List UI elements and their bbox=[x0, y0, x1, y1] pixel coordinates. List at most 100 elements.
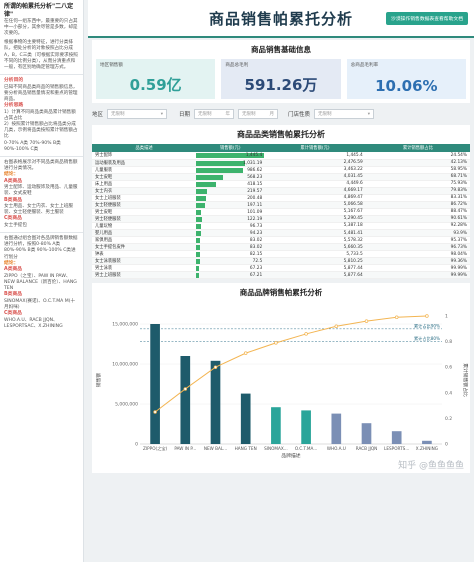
cumulative-cell: 2,476.59 bbox=[264, 159, 366, 167]
sales-value: 82.15 bbox=[249, 252, 263, 258]
sales-bar bbox=[150, 324, 160, 445]
cumulative-point bbox=[243, 351, 248, 356]
conclusion-label-2: 结论： bbox=[4, 260, 19, 266]
date-to-select[interactable]: 无限制 月 bbox=[238, 109, 279, 119]
sales-bar bbox=[196, 259, 200, 265]
sales-value: 418.15 bbox=[247, 181, 263, 187]
pareto-chart: 0 5,000,000 10,000,000 15,000,000 0 0.2 0.4 0.6… bbox=[95, 314, 469, 472]
kpi-card-profit: 商品总毛利 591.26万 bbox=[221, 59, 341, 99]
help-button[interactable]: 沙漠操作销售数据表查看帮助文档 bbox=[386, 12, 468, 25]
a-class-label: A类商品 bbox=[4, 178, 23, 184]
category-cell: 儿童服装 bbox=[92, 166, 197, 174]
table-row[interactable]: 运动服装及用品 1,031.19 2,476.59 42.13% bbox=[92, 159, 470, 167]
table-row[interactable]: 儿童服装 986.62 3,463.22 58.95% bbox=[92, 166, 470, 174]
region-filter-value: 无限制 bbox=[111, 112, 125, 117]
table-row[interactable]: 男士上班服装 67.21 5,877.64 99.99% bbox=[92, 271, 470, 280]
cumulative-pct-cell: 90.61% bbox=[365, 215, 470, 223]
sales-value: 1,445.4 bbox=[245, 153, 263, 158]
sales-bar bbox=[422, 441, 432, 445]
header-sales[interactable]: 销售额(元) bbox=[196, 144, 265, 152]
table-row[interactable]: 男士皮鞋 101.09 5,167.67 88.47% bbox=[92, 208, 470, 216]
table-row[interactable]: 男士轻便服装 122.19 5,290.45 90.61% bbox=[92, 215, 470, 223]
sales-value: 197.11 bbox=[247, 202, 263, 208]
cumulative-pct-cell: 99.36% bbox=[365, 257, 470, 266]
sales-bar bbox=[196, 209, 201, 215]
sales-bar-cell: 986.62 bbox=[196, 166, 265, 174]
sales-bar-cell: 122.19 bbox=[196, 215, 265, 223]
category-cell: 床上用品 bbox=[92, 180, 197, 188]
sales-bar bbox=[361, 423, 372, 445]
sales-bar bbox=[196, 273, 200, 279]
sales-value: 1,031.19 bbox=[243, 160, 263, 166]
sales-bar-cell: 101.09 bbox=[196, 208, 265, 216]
sales-bar-cell: 1,445.4 bbox=[196, 152, 265, 160]
kpi-label: 商品总毛利 bbox=[225, 63, 249, 68]
page-title: 商品销售帕累托分析 bbox=[208, 9, 353, 28]
x-tick-label: LESPORTS... bbox=[384, 446, 409, 451]
cumulative-pct-cell: 93.9% bbox=[365, 229, 470, 238]
sales-bar bbox=[331, 413, 342, 445]
sales-bar-cell: 568.23 bbox=[196, 173, 265, 181]
y2-tick-label: 0.6 bbox=[445, 365, 452, 371]
table-row[interactable]: 女士手提包皮件 83.02 5,660.35 96.73% bbox=[92, 243, 470, 252]
x-tick-label: RACB JJQN bbox=[356, 446, 378, 451]
table-row[interactable]: 女士上班服装 200.48 4,869.47 83.31% bbox=[92, 194, 470, 202]
y-axis-label: 销售额 bbox=[95, 373, 102, 388]
sales-value: 96.73 bbox=[249, 223, 263, 229]
cumulative-pct-cell: 98.04% bbox=[365, 250, 470, 259]
store-filter-select[interactable]: 无限制 ▾ bbox=[314, 109, 375, 119]
table-row[interactable]: 女士皮鞋 568.23 4,031.45 68.71% bbox=[92, 173, 470, 181]
header-cumulative[interactable]: 累计销售额(元) bbox=[264, 144, 366, 152]
table-row[interactable]: 女士轻便服装 197.11 5,066.58 86.72% bbox=[92, 201, 470, 209]
y-tick-label: 5,000,000 bbox=[115, 402, 138, 408]
a-class-text-2: ZIPPO（之宝）、PAW IN PAW、NEW BALANCE（新百伦）、HA… bbox=[4, 273, 77, 292]
cumulative-cell: 5,578.32 bbox=[264, 236, 366, 245]
table-row[interactable]: 钟表 82.15 5,733.5 98.04% bbox=[92, 250, 470, 259]
cumulative-line bbox=[154, 315, 427, 413]
category-cell: 男士泳装 bbox=[92, 264, 197, 273]
sales-bar-cell: 82.15 bbox=[196, 250, 265, 259]
y-tick-label: 0 bbox=[135, 442, 138, 448]
sales-bar-cell: 67.21 bbox=[196, 271, 265, 280]
kpi-cards: 地区销售额 0.59亿 商品总毛利 591.26万 总商品毛利率 10.06% bbox=[92, 59, 470, 99]
sidebar: 所谓的帕累托分析"二八定律" 在任何一组东西中，最重要的只占其中一小部分，其余尽… bbox=[0, 0, 84, 562]
cumulative-point bbox=[213, 365, 218, 370]
table-row[interactable]: 家俱用品 83.02 5,578.32 95.37% bbox=[92, 236, 470, 245]
sales-value: 101.09 bbox=[247, 209, 263, 215]
category-cell: 钟表 bbox=[92, 250, 197, 259]
category-cell: 女士手提包皮件 bbox=[92, 243, 197, 252]
date-from-select[interactable]: 无限制 年 bbox=[194, 109, 235, 119]
analysis-block: 分析目的 已知不同商品类商品的销售额信息，要分析商品销售量情况和重点的管理商品。… bbox=[0, 75, 83, 157]
header-category[interactable]: 品类描述 bbox=[92, 144, 197, 152]
sales-bar-cell: 72.5 bbox=[196, 257, 265, 266]
kpi-value: 0.59亿 bbox=[129, 76, 182, 94]
table-row[interactable]: 男士配饰 1,445.4 1,445.4 24.54% bbox=[92, 152, 470, 160]
region-filter-select[interactable]: 无限制 ▾ bbox=[107, 109, 168, 119]
c-class-text-2: WHO.A.U、RACB JJQN、LESPORTSAC、X.ZHINING bbox=[4, 317, 63, 329]
x-axis-label: 品牌描述 bbox=[281, 452, 300, 459]
cumulative-pct-cell: 88.47% bbox=[365, 208, 470, 216]
sales-bar bbox=[196, 245, 201, 251]
store-filter-label: 门店性质 bbox=[288, 112, 311, 118]
chevron-down-icon: ▾ bbox=[160, 111, 164, 117]
category-cell: 女士泳装服装 bbox=[92, 257, 197, 266]
table-row[interactable]: 儿童玩物 96.73 5,387.18 92.28% bbox=[92, 222, 470, 231]
kpi-label: 地区销售额 bbox=[100, 63, 123, 68]
header-cumulative-pct[interactable]: 累计销售额占比 bbox=[365, 144, 470, 152]
cumulative-cell: 5,660.35 bbox=[264, 243, 366, 252]
intro-block: 所谓的帕累托分析"二八定律" 在任何一组东西中，最重要的只占其中一小部分，其余尽… bbox=[0, 0, 83, 76]
cumulative-cell: 5,167.67 bbox=[264, 208, 366, 216]
category-cell: 女士上班服装 bbox=[92, 194, 197, 202]
table-title: 商品品类销售帕累托分析 bbox=[237, 130, 325, 139]
sales-bar bbox=[391, 431, 402, 445]
table-row[interactable]: 男士泳装 67.23 5,877.44 99.99% bbox=[92, 264, 470, 273]
category-cell: 男士上班服装 bbox=[92, 271, 197, 280]
table-row[interactable]: 女士内衣 219.57 4,669.17 79.83% bbox=[92, 187, 470, 195]
x-tick-label: X.ZHINING bbox=[416, 446, 438, 451]
table-row[interactable]: 婴儿用品 94.23 5,481.41 93.9% bbox=[92, 229, 470, 238]
table-row[interactable]: 床上用品 418.15 4,449.6 75.93% bbox=[92, 180, 470, 188]
table-row[interactable]: 女士泳装服装 72.5 5,810.25 99.36% bbox=[92, 257, 470, 266]
cumulative-cell: 5,066.58 bbox=[264, 201, 366, 209]
category-cell: 婴儿用品 bbox=[92, 229, 197, 238]
x-tick-label: PAW IN P... bbox=[174, 446, 196, 451]
